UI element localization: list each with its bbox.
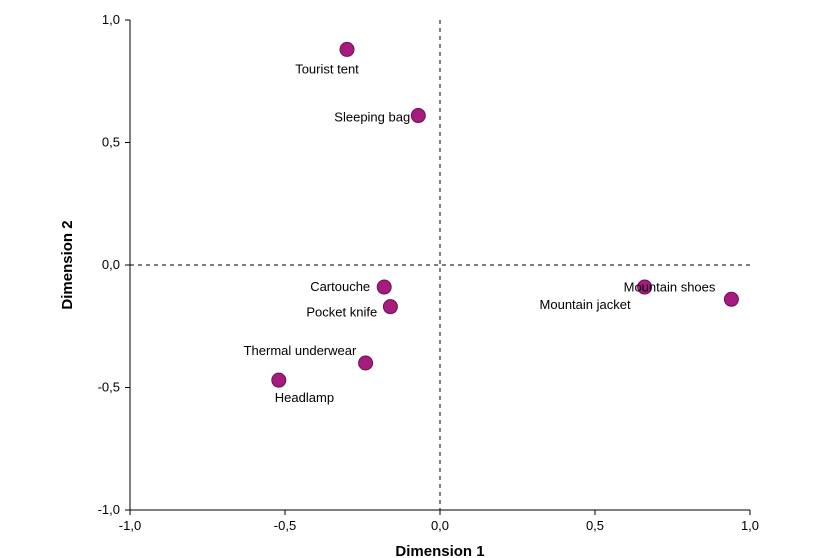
y-tick-label: -1,0 — [98, 502, 120, 517]
y-tick-label: -0,5 — [98, 380, 120, 395]
data-point — [359, 356, 373, 370]
chart-svg: -1,0 -0,5 0,0 0,5 1,0 -1,0 -0,5 0,0 0,5 1,0 Dimens… — [0, 0, 828, 558]
data-point — [724, 292, 738, 306]
data-point — [377, 280, 391, 294]
y-tick-label: 1,0 — [102, 12, 120, 27]
x-tick-label: -0,5 — [274, 518, 296, 533]
y-tick-label: 0,0 — [102, 257, 120, 272]
point-label: Pocket knife — [306, 305, 377, 320]
point-label: Mountain jacket — [540, 297, 631, 312]
data-point — [411, 109, 425, 123]
point-label: Thermal underwear — [244, 343, 357, 358]
point-label: Mountain shoes — [624, 279, 716, 294]
data-point — [383, 300, 397, 314]
x-axis-title: Dimension 1 — [395, 543, 484, 558]
point-label: Tourist tent — [295, 61, 359, 76]
point-label: Cartouche — [310, 279, 370, 294]
data-point — [272, 373, 286, 387]
x-tick-label: 0,0 — [431, 518, 449, 533]
point-label: Sleeping bag — [334, 110, 410, 125]
scatter-chart: -1,0 -0,5 0,0 0,5 1,0 -1,0 -0,5 0,0 0,5 1,0 Dimens… — [0, 0, 828, 558]
x-tick-label: -1,0 — [119, 518, 141, 533]
y-axis-title: Dimension 2 — [59, 220, 76, 309]
x-tick-label: 1,0 — [741, 518, 759, 533]
x-tick-label: 0,5 — [586, 518, 604, 533]
y-tick-label: 0,5 — [102, 135, 120, 150]
point-label: Headlamp — [275, 390, 334, 405]
data-point — [340, 42, 354, 56]
